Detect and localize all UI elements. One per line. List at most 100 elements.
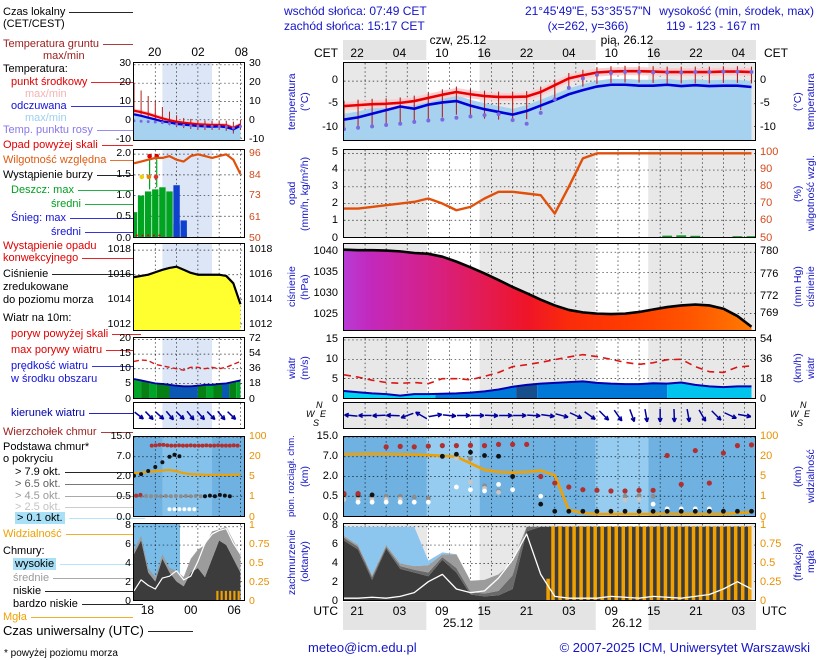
cet-hour-labels: 22 04 10 16 22 04 10 16 22 04 [350,46,746,60]
legend-czas-uniwersalny: Czas uniwersalny (UTC) [3,624,193,637]
legend-opad-powyzej-skali: Opad powyżej skali [3,139,133,151]
mini-cloud-left-ticks: 15.0 7.0 2.0 0.5 0.0 [110,429,131,523]
utc-axis-strip [343,602,756,630]
axis-title-cisnienie: ciśnienie [286,266,298,308]
legend-chmury-bardzo-niskie: bardzo niskie [3,598,143,610]
compass-icon: N W E S [306,400,327,428]
legend-deszcz-max: Deszcz: max [3,184,141,196]
axis-title-wiatr-r: wiatr [805,356,817,380]
legend-okt-25: > 2.5 okt. [3,501,145,513]
axis-title-wiatr: wiatr [286,356,298,380]
legend-okt-01: > 0.1 okt. [3,512,145,524]
gridpoint-label: (x=262, y=366) [547,19,629,33]
legend-punkt-srodkowy: punkt środkowy [3,76,141,88]
mini-temperature-chart [133,62,245,141]
axis-title-opad: opad [286,181,298,206]
legend-odczuwana: odczuwana [3,100,141,112]
wind-left-ticks: 15 10 5 0 [325,332,338,405]
humidity-right-ticks: 100 90 80 70 60 50 [760,145,779,244]
sunset-label: zachód słońca: 15:17 CET [284,19,425,33]
legend-widzialnosc: Widzialność [3,528,133,540]
legend-cisnienie-2: zredukowane [3,281,69,293]
legend-opad-konwekcyjny-2: konwekcyjnego [3,252,133,264]
legend-cisnienie-1: Ciśnienie [3,268,133,280]
axis-unit-wilgotnosc-r: (%) [792,185,804,202]
legend-temperatura: Temperatura: [3,63,68,75]
axis-title-rozciaglosc: pion. rozciągł. chm. [286,435,297,518]
wind-chart [343,337,756,399]
legend-cisnienie-3: do poziomu morza [3,294,94,306]
mini-wind-direction-strip [133,402,245,429]
legend-poryw-powyzej-skali: poryw powyżej skali [3,328,141,340]
legend-punkt-rosy: Temp. punktu rosy [3,124,133,136]
legend-wierzcholek-chmur: Wierzchołek chmur [3,426,133,438]
mini-fog-right-ticks: 1 0.75 0.5 0.25 0 [249,519,270,607]
legend-chmury-wysokie: wysokie [3,558,143,570]
axis-unit-widzialnosc-r: (km) [792,466,804,487]
axis-unit-wiatr: (m/s) [299,356,311,380]
legend-mgla: Mgła [3,611,133,623]
mini-cloudcover-chart [133,523,245,601]
legend-kierunek-wiatru: kierunek wiatru [3,407,141,419]
axis-unit-mgla-r: (frakcja) [792,543,804,581]
date-top-friday: pią, 26.12 [600,33,654,47]
mini-cloud-chart [133,436,245,517]
wind-direction-strip [343,402,756,429]
cet-axis-strip [343,40,756,60]
mini-precip-left-ticks: 2.0 1.5 1.0 0.5 0.0 [116,146,131,244]
legend-okt-65: > 6.5 okt. [3,478,145,490]
legend-okt-45: > 4.5 okt. [3,490,145,502]
axis-unit-zachmurzenie: (oktanty) [299,541,311,583]
legend-temp-gruntu-maxmin: max/min [43,50,85,62]
legend-deszcz-sredni: średni [3,198,181,210]
axis-unit-cisnienie-r: (mm Hg) [792,266,804,308]
legend-podstawa-chmur-1: Podstawa chmur* [3,441,90,453]
axis-unit-wiatr-r: (km/h) [792,353,804,383]
wind-right-ticks: 54 36 18 0 [760,332,773,405]
utc-label-right: UTC [762,604,787,618]
mini-top-axis: 20 02 08 [147,45,249,59]
compass-icon: N W E S [790,400,811,428]
legend-chmury-srednie: średnie [3,572,143,584]
legend-temp-gruntu: Temperatura gruntu [3,38,133,50]
mini-bottom-axis: 18 00 06 [140,603,241,617]
cloudcover-fog-chart [343,523,756,601]
mini-wind-left-ticks: 20 15 10 5 0 [119,332,131,405]
axis-title-temperatura: temperatura [286,73,298,130]
axis-unit-opad: (mm/h, kg/m²/h) [299,156,311,231]
contact-email-link[interactable]: meteo@icm.edu.pl [308,640,417,655]
axis-title-zachmurzenie: zachmurzenie [286,529,298,595]
pressure-right-ticks: 780 776 772 769 [760,245,779,319]
axis-title-temperatura-r: temperatura [805,73,817,130]
legend-podstawa-chmur-2: o pokryciu [3,453,54,465]
coordinates-label: 21°45'49"E, 53°35'57"N [524,4,652,18]
mini-visibility-right-ticks: 100 20 5 1 0 [249,429,267,523]
axis-unit-rozciaglosc: (km) [299,466,311,487]
axis-title-widzialnosc-r: widzialność [805,449,817,504]
legend-snieg-max: Śnieg: max [3,212,141,224]
axis-title-mgla-r: mgła [805,550,817,574]
pressure-chart [343,243,756,331]
footnote: * powyżej poziomu morza [4,648,118,659]
legend-czas-lokalny: Czas lokalny [3,6,133,18]
utc-label-left: UTC [313,604,338,618]
mini-wind-chart [133,337,245,399]
legend-chmury: Chmury: [3,545,45,557]
axis-unit-temperatura-r: (°C) [792,92,804,111]
axis-title-wilgotnosc-r: wilgotność wzgl. [805,155,817,232]
cet-label-left: CET [314,46,338,60]
mini-humidity-right-ticks: 96 84 73 61 50 [249,146,261,244]
axis-title-cisnienie-r: ciśnienie [805,266,817,308]
sunrise-label: wschód słońca: 07:49 CET [284,4,427,18]
mini-pressure-chart [133,243,245,331]
legend-cet-cest: (CET/CEST) [3,18,65,30]
cloud-left-ticks: 15.0 7.0 2.0 0.5 0.0 [316,429,338,523]
fog-right-ticks: 1 0.75 0.5 0.25 0 [760,519,782,607]
mini-temp-left-ticks: 30 20 10 0 -10 [115,57,131,145]
visibility-right-ticks: 100 20 5 1 0 [760,429,779,523]
precipitation-humidity-chart [343,149,756,238]
copyright: © 2007-2025 ICM, Uniwersytet Warszawski [559,640,810,655]
